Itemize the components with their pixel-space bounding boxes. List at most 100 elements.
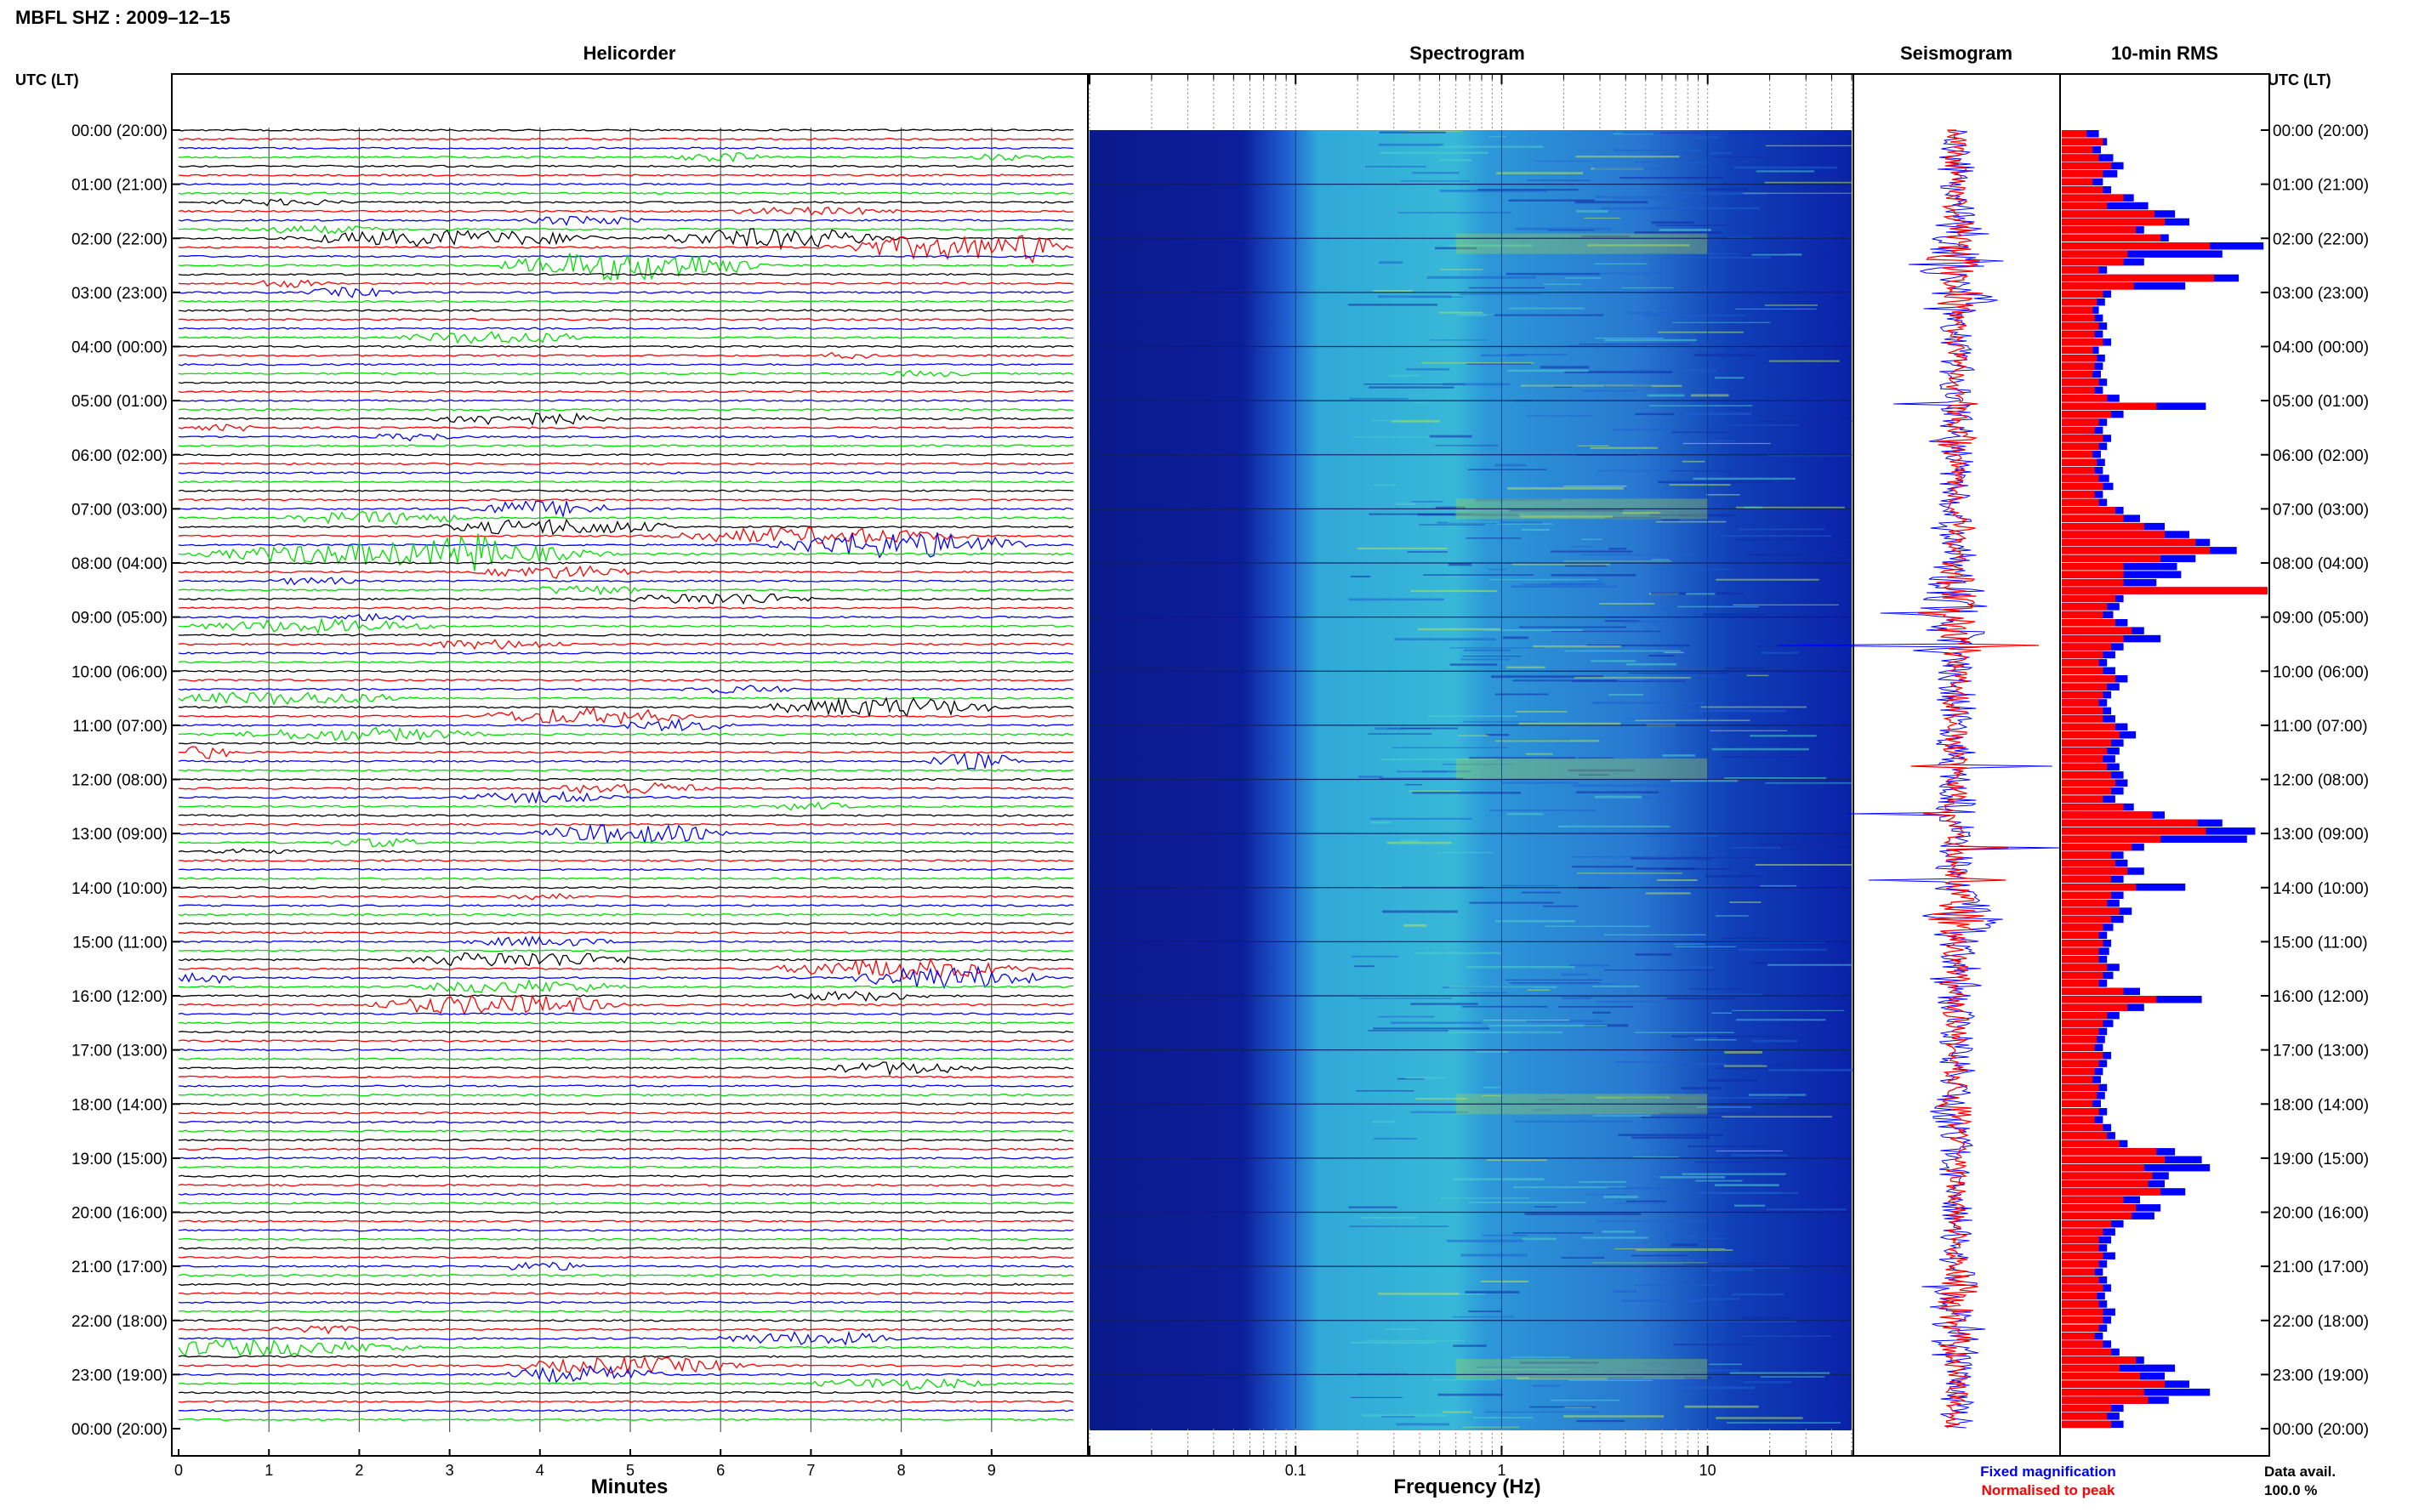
rms-bar-normalised [2062, 1188, 2161, 1196]
spectrogram-streak [1642, 315, 1746, 316]
spectrogram-streak [1621, 287, 1674, 289]
spectrogram-streak [1388, 374, 1420, 377]
rms-bar-normalised [2062, 594, 2115, 603]
spectrogram-streak [1521, 528, 1551, 531]
rms-bar-normalised [2062, 747, 2108, 755]
helicorder-trace [178, 1039, 1074, 1043]
helicorder-trace [178, 696, 1074, 718]
spectrogram-streak [1702, 1298, 1740, 1300]
rms-bar-normalised [2062, 1388, 2144, 1396]
rms-bar-normalised [2062, 138, 2103, 145]
spectrogram-streak [1534, 1206, 1557, 1208]
spectrogram-streak [1509, 307, 1585, 310]
helicorder-trace [178, 877, 1074, 880]
spectrogram-streak [1526, 179, 1591, 181]
spectrogram-streak [1628, 672, 1730, 674]
helicorder-trace [178, 1237, 1074, 1242]
rms-bar-normalised [2062, 980, 2099, 987]
spectrogram-streak [1372, 1121, 1395, 1123]
helicorder-trace [178, 679, 1074, 682]
spectrogram-streak [1437, 1393, 1503, 1396]
helicorder-trace [178, 309, 1074, 312]
spectrogram-streak [1759, 420, 1865, 422]
spectrogram-streak [1683, 1263, 1784, 1265]
rms-bar-normalised [2062, 931, 2099, 940]
rms-ytick-label: 02:00 (22:00) [2273, 230, 2369, 248]
rms-bar-normalised [2062, 290, 2103, 298]
rms-bar-normalised [2062, 298, 2097, 306]
spectrogram-streak [1636, 1249, 1733, 1251]
spectrogram-streak [1703, 613, 1767, 617]
rms-bar-normalised [2062, 514, 2124, 522]
spectrogram-streak [1435, 247, 1477, 250]
rms-bar-normalised [2062, 266, 2099, 274]
helicorder-trace [178, 1102, 1074, 1106]
spectrogram-streak [1469, 992, 1508, 994]
rms-bar-normalised [2062, 250, 2128, 258]
spectrogram-streak [1465, 1291, 1520, 1293]
helicorder-trace [178, 994, 1074, 1016]
spectrogram-streak [1489, 810, 1596, 811]
helicorder-trace [178, 612, 1074, 622]
helicorder-ytick-label: 06:00 (02:00) [71, 447, 168, 465]
spectrogram-streak [1682, 460, 1705, 463]
spectrogram-streak [1726, 1422, 1841, 1424]
spectrogram-streak [1551, 1399, 1620, 1401]
helicorder-trace [178, 823, 1074, 844]
seismogram-title: Seismogram [1900, 43, 2012, 64]
spectrogram-streak [1391, 420, 1440, 423]
spectrogram-streak [1751, 253, 1802, 256]
helicorder-trace [178, 173, 1074, 177]
helicorder-trace [178, 1325, 1074, 1335]
spectrogram-streak [1622, 620, 1669, 623]
helicorder-trace [178, 886, 1074, 890]
spectrogram-streak [1496, 523, 1553, 525]
rms-ytick-label: 06:00 (02:00) [2273, 447, 2369, 465]
spectrogram-streak [1579, 996, 1656, 998]
rms-bar-normalised [2062, 354, 2097, 362]
spectrogram-streak [1594, 168, 1665, 170]
spectrogram-streak [1407, 551, 1449, 553]
rms-bar-normalised [2062, 899, 2108, 907]
spectrogram-streak [1458, 313, 1494, 316]
helicorder-trace [178, 137, 1074, 141]
spectrogram-streak [1543, 283, 1582, 285]
helicorder-ytick-label: 21:00 (17:00) [71, 1259, 168, 1276]
helicorder-trace [178, 706, 1074, 725]
spectrogram-title: Spectrogram [1409, 43, 1525, 64]
spectrogram-streak [1561, 997, 1592, 1000]
helicorder-ytick-label: 17:00 (13:00) [71, 1043, 168, 1060]
rms-bar-normalised [2062, 963, 2108, 971]
spectrogram-streak [1468, 1310, 1502, 1313]
spectrogram-streak [1532, 1384, 1561, 1387]
spectrogram-streak [1568, 769, 1635, 772]
spectrogram-streak [1377, 1293, 1460, 1295]
spectrogram-streak [1418, 628, 1500, 631]
helicorder-xtick-label: 9 [988, 1462, 996, 1479]
spectrogram-streak [1682, 1087, 1722, 1089]
spectrogram-streak [1743, 192, 1853, 194]
rms-bar-normalised [2062, 306, 2093, 314]
spectrogram-streak [1576, 1420, 1625, 1423]
helicorder-trace [178, 408, 1074, 412]
helicorder-trace [178, 370, 1074, 378]
spectrogram-streak [1621, 1299, 1704, 1302]
spectrogram-streak [1428, 715, 1518, 718]
spectrogram-streak [1732, 1009, 1845, 1011]
rms-bar-normalised [2062, 210, 2154, 218]
spectrogram-streak [1682, 1173, 1786, 1175]
spectrogram-streak [1690, 1097, 1789, 1100]
spectrogram-streak [1738, 948, 1827, 951]
spectrogram-streak [1351, 955, 1398, 958]
rms-bar-normalised [2062, 691, 2103, 699]
helicorder-xlabel: Minutes [591, 1475, 669, 1498]
spectrogram-streak [1724, 777, 1827, 780]
helicorder-trace [178, 979, 1074, 993]
spectrogram-streak [1358, 776, 1383, 778]
helicorder-trace [178, 272, 1074, 276]
spectrogram-streak [1491, 675, 1604, 679]
spectrogram-streak [1348, 598, 1444, 601]
spectrogram-streak [1578, 1180, 1627, 1183]
rms-bar-normalised [2062, 1396, 2149, 1404]
spectrogram-streak [1369, 817, 1472, 820]
